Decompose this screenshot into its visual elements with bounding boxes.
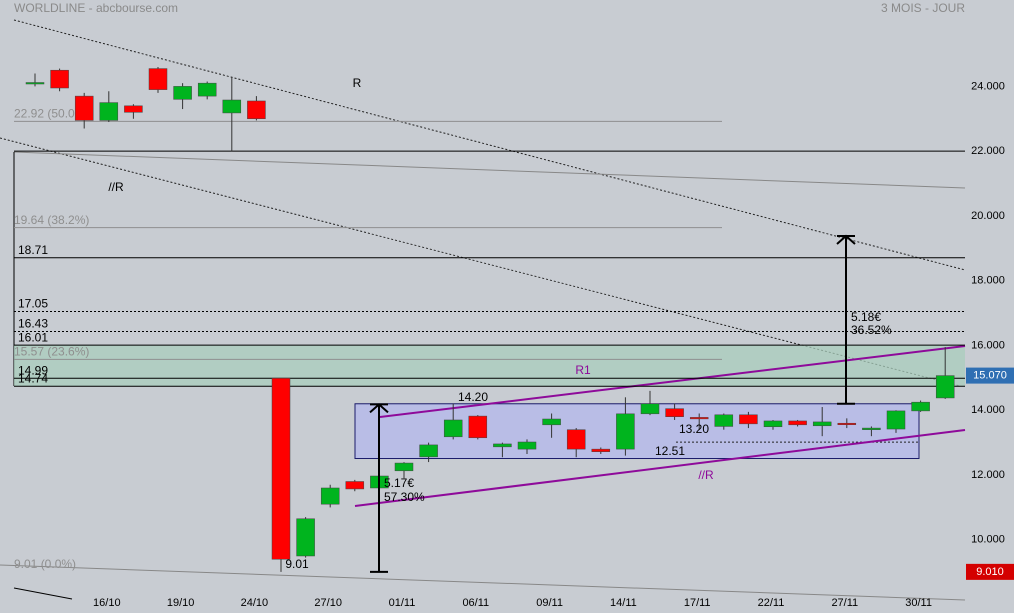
annotation: R	[353, 76, 362, 90]
candle-body	[443, 419, 463, 438]
chart-subtitle: 3 MOIS - JOUR	[881, 1, 965, 15]
candle-body	[173, 86, 192, 100]
y-tick-label: 18.000	[971, 275, 1005, 287]
trend-line	[379, 345, 966, 418]
candle-body	[99, 102, 119, 121]
candle-body	[296, 518, 315, 557]
x-tick-label: 27/10	[314, 597, 342, 609]
level-label: 9.01 (0.0%)	[14, 557, 76, 571]
candle-body	[714, 414, 734, 427]
annotation: 9.01	[285, 557, 309, 571]
range-box	[354, 403, 920, 460]
y-tick-label: 20.000	[971, 210, 1005, 222]
price-tag-label: 9.010	[976, 566, 1004, 578]
candle-body	[837, 422, 857, 425]
annotation: 12.51	[655, 444, 685, 458]
price-tag	[966, 367, 1014, 384]
candle-body	[247, 100, 266, 120]
y-tick-label: 22.000	[971, 145, 1005, 157]
annotation: R1	[575, 363, 591, 377]
candle-body	[935, 375, 955, 399]
candle-body	[542, 418, 561, 426]
x-tick-label: 16/10	[93, 597, 121, 609]
candle-body	[124, 105, 143, 113]
measure-label: 5.17€	[384, 476, 414, 490]
candle-body	[862, 427, 881, 430]
annotation: 14.20	[458, 390, 488, 404]
trend-lines	[0, 19, 966, 601]
level-label: 16.43	[18, 317, 48, 331]
candle-body	[320, 487, 340, 505]
x-tick-label: 30/11	[905, 597, 932, 609]
x-tick-label: 19/10	[167, 597, 195, 609]
level-label: 14.99	[18, 363, 48, 377]
measure-label: 5.18€	[851, 310, 881, 324]
y-tick-label: 14.000	[971, 404, 1005, 416]
candle-body	[74, 95, 94, 121]
candle-body	[739, 414, 758, 425]
candle-body	[517, 441, 537, 450]
trend-line	[0, 564, 966, 601]
measure-head	[369, 403, 389, 414]
x-tick-label: 24/10	[241, 597, 269, 609]
trend-line	[13, 587, 73, 600]
candle-body	[812, 421, 832, 427]
candle-body	[689, 417, 709, 420]
candle-body	[911, 401, 930, 412]
candle-body	[148, 68, 168, 90]
x-tick-label: 22/11	[758, 597, 785, 609]
candle-body	[640, 403, 660, 415]
trend-line	[13, 19, 966, 271]
level-label: 18.71	[18, 243, 48, 257]
candle-body	[886, 410, 906, 430]
level-label: 19.64 (38.2%)	[14, 213, 89, 227]
annotation: //R	[698, 468, 714, 482]
price-tag-label: 15.070	[973, 370, 1007, 382]
candle-body	[493, 443, 512, 448]
measure-head	[836, 234, 856, 245]
x-tick-label: 27/11	[831, 597, 858, 609]
candle-body	[394, 462, 414, 472]
level-label: 14.74	[18, 371, 48, 385]
chart-title: WORLDLINE - abcbourse.com	[14, 1, 178, 15]
measure-pct: 57.30%	[384, 490, 425, 504]
candle-body	[345, 481, 365, 490]
zone	[14, 345, 965, 387]
candle-body	[665, 408, 684, 417]
x-tick-label: 17/11	[684, 597, 711, 609]
candle-body	[25, 82, 45, 85]
candle-body	[271, 377, 291, 560]
level-label: 22.92 (50.0%)	[14, 107, 89, 121]
price-tag	[966, 563, 1014, 580]
x-tick-label: 09/11	[536, 597, 563, 609]
y-tick-label: 24.000	[971, 80, 1005, 92]
candle-body	[763, 420, 783, 428]
x-tick-label: 06/11	[462, 597, 489, 609]
y-tick-label: 10.000	[971, 534, 1005, 546]
candle-body	[591, 448, 611, 452]
x-tick-label: 14/11	[610, 597, 637, 609]
candle-body	[566, 429, 586, 450]
trend-line	[13, 151, 966, 189]
candle-body	[468, 415, 488, 439]
candle-body	[616, 413, 635, 450]
measure-pct: 36.52%	[851, 323, 892, 337]
candle-body	[788, 420, 807, 426]
trend-line	[354, 429, 966, 507]
level-label: 16.01	[18, 330, 48, 344]
candle-body	[419, 444, 438, 458]
candle-body	[222, 99, 242, 114]
candle-body	[197, 82, 217, 97]
y-tick-label: 16.000	[971, 339, 1005, 351]
annotation: //R	[108, 180, 124, 194]
level-label: 17.05	[18, 297, 48, 311]
level-label: 15.57 (23.6%)	[14, 345, 89, 359]
candle-body	[50, 69, 69, 89]
annotation: 13.20	[679, 422, 709, 436]
x-tick-label: 01/11	[389, 597, 416, 609]
trend-line	[0, 137, 961, 387]
y-tick-label: 12.000	[971, 469, 1005, 481]
